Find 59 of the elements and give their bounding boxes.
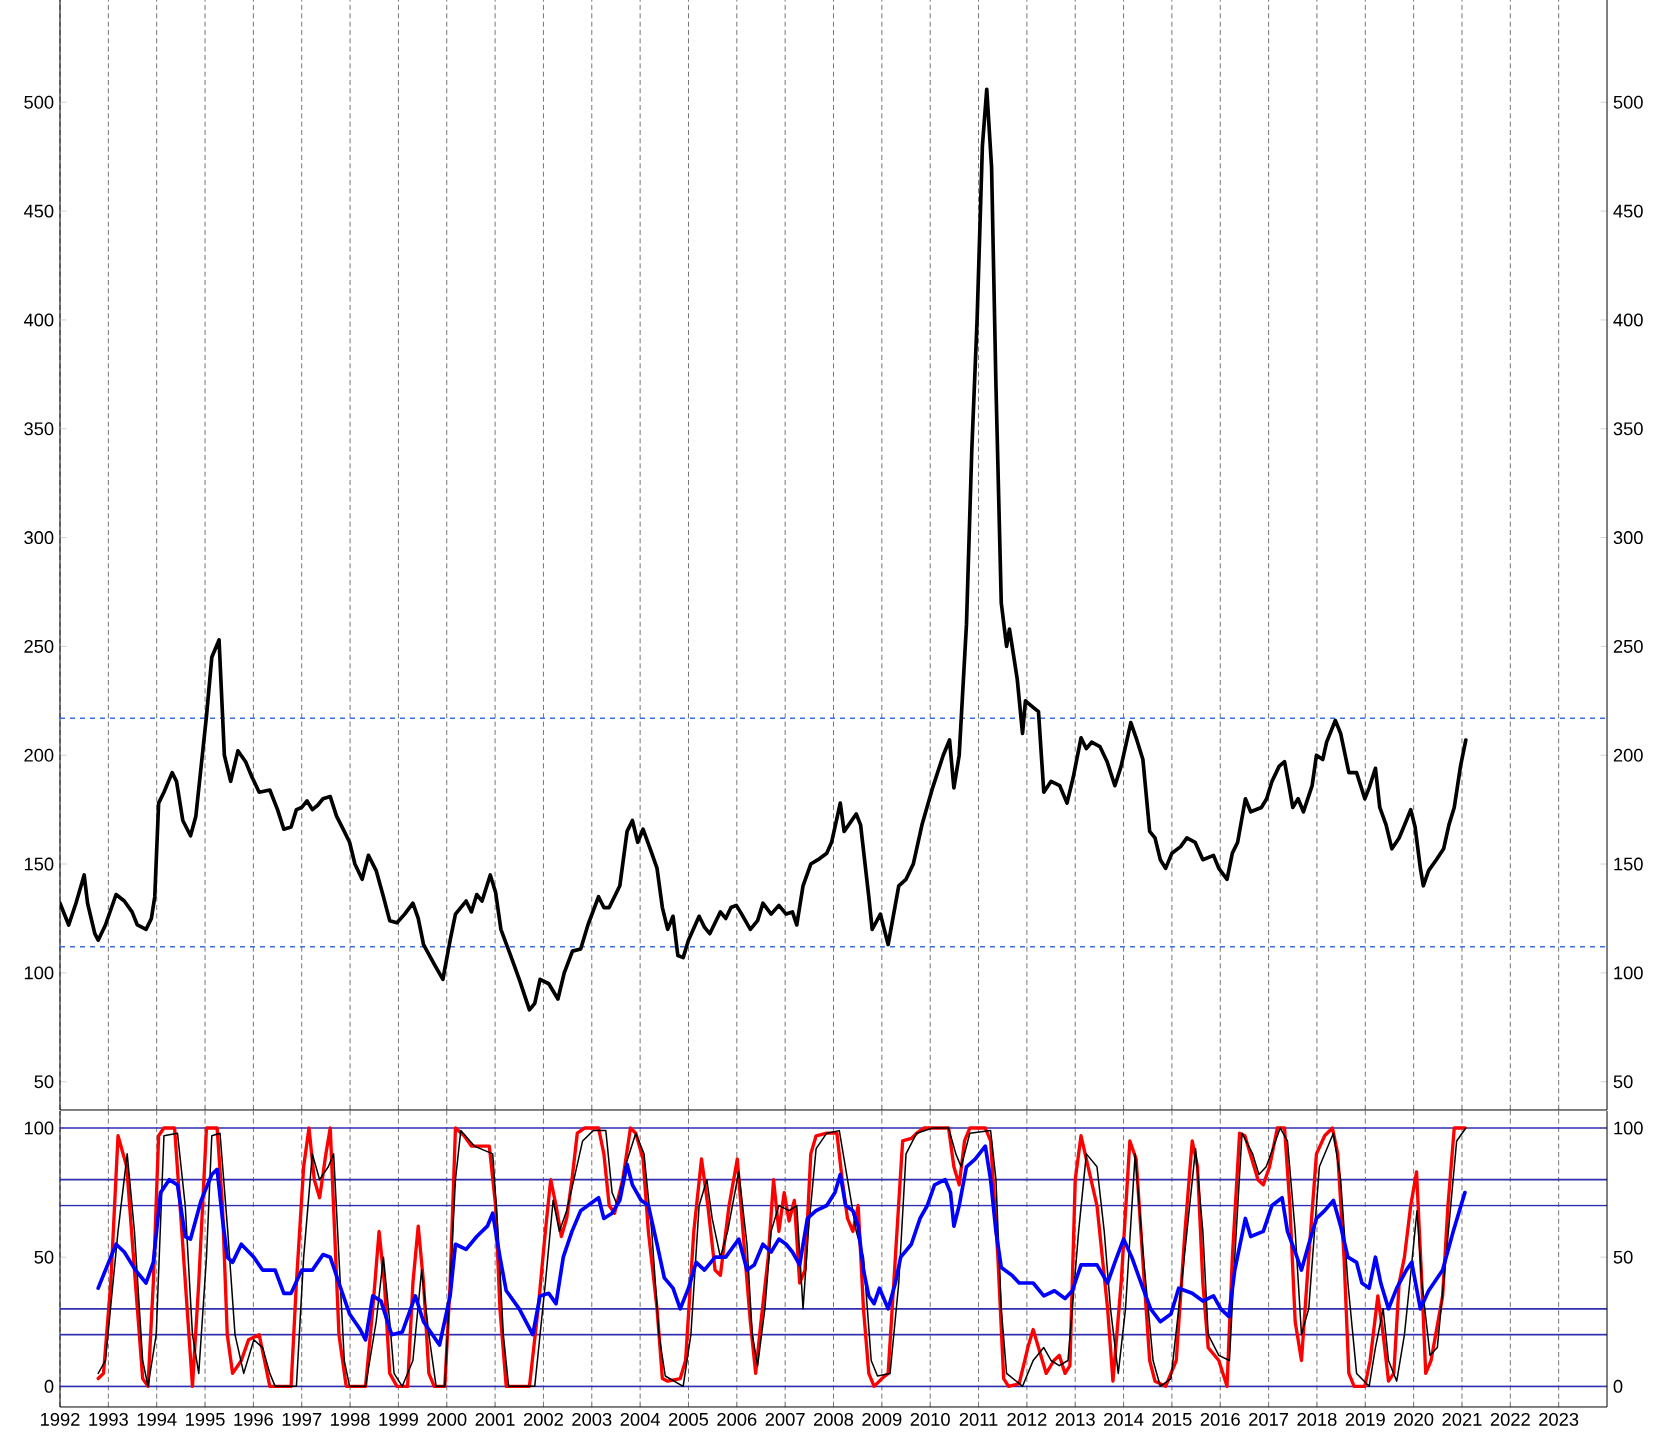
y-tick-label: 450 <box>23 204 54 218</box>
y-tick-label: 500 <box>24 95 54 109</box>
y-tick-label: 100 <box>24 966 54 980</box>
x-tick-label: 2001 <box>475 1412 515 1426</box>
x-tick-label: 2018 <box>1297 1412 1337 1426</box>
y2-tick-label: 100 <box>1614 966 1643 980</box>
y-tick-label: 350 <box>24 422 54 436</box>
x-tick-label: 2015 <box>1152 1412 1192 1426</box>
x-tick-label: 2022 <box>1490 1412 1530 1426</box>
line-series <box>96 1144 1467 1347</box>
x-tick-label: 2004 <box>620 1412 660 1426</box>
y2-tick-label: 50 <box>1613 1075 1633 1089</box>
y-tick-label: 200 <box>24 748 54 762</box>
y-tick-label: 50 <box>34 1250 54 1264</box>
y-tick-label: 150 <box>24 857 54 871</box>
x-tick-label: 2020 <box>1394 1412 1434 1426</box>
y2-tick-label: 450 <box>1613 204 1643 218</box>
y2-tick-label: 350 <box>1613 422 1643 436</box>
x-tick-label: 1993 <box>89 1412 128 1426</box>
x-tick-label: 2016 <box>1200 1412 1240 1426</box>
x-tick-label: 2005 <box>669 1412 709 1426</box>
x-tick-label: 2000 <box>427 1412 467 1426</box>
x-tick-label: 2023 <box>1539 1412 1579 1426</box>
y-tick-label: 50 <box>34 1075 54 1089</box>
y2-tick-label: 200 <box>1613 748 1643 762</box>
y2-tick-label: 400 <box>1613 313 1643 327</box>
y2-tick-label: 150 <box>1614 857 1643 871</box>
x-tick-label: 2014 <box>1104 1412 1144 1426</box>
x-tick-label: 1998 <box>331 1412 370 1426</box>
x-tick-label: 2002 <box>523 1412 563 1426</box>
x-tick-label: 2008 <box>814 1412 854 1426</box>
x-tick-label: 2003 <box>572 1412 612 1426</box>
x-tick-label: 2017 <box>1249 1412 1289 1426</box>
x-tick-label: 2012 <box>1007 1412 1047 1426</box>
y-tick-label: 300 <box>24 531 54 545</box>
y-tick-label: 0 <box>44 1379 54 1393</box>
x-tick-label: 2011 <box>959 1412 998 1426</box>
x-tick-label: 2006 <box>717 1412 757 1426</box>
x-tick-label: 2010 <box>910 1412 950 1426</box>
y-tick-label: 250 <box>24 639 54 653</box>
x-tick-label: 1999 <box>379 1412 418 1426</box>
x-tick-label: 2009 <box>862 1412 902 1426</box>
y2-tick-label: 100 <box>1614 1121 1643 1135</box>
x-tick-label: 2019 <box>1345 1412 1385 1426</box>
y2-tick-label: 0 <box>1613 1379 1623 1393</box>
x-tick-label: 2021 <box>1442 1412 1482 1426</box>
y2-tick-label: 250 <box>1613 639 1643 653</box>
x-tick-label: 1992 <box>41 1412 80 1426</box>
y-tick-label: 100 <box>24 1121 54 1135</box>
y2-tick-label: 300 <box>1613 531 1643 545</box>
x-tick-label: 2013 <box>1055 1412 1095 1426</box>
x-tick-label: 1997 <box>282 1412 322 1426</box>
x-tick-label: 1994 <box>137 1412 177 1426</box>
y-tick-label: 400 <box>23 313 54 327</box>
y2-tick-label: 500 <box>1613 95 1643 109</box>
y2-tick-label: 50 <box>1613 1250 1633 1264</box>
x-tick-label: 2007 <box>765 1412 805 1426</box>
x-tick-label: 1995 <box>186 1412 225 1426</box>
x-tick-label: 1996 <box>234 1412 273 1426</box>
